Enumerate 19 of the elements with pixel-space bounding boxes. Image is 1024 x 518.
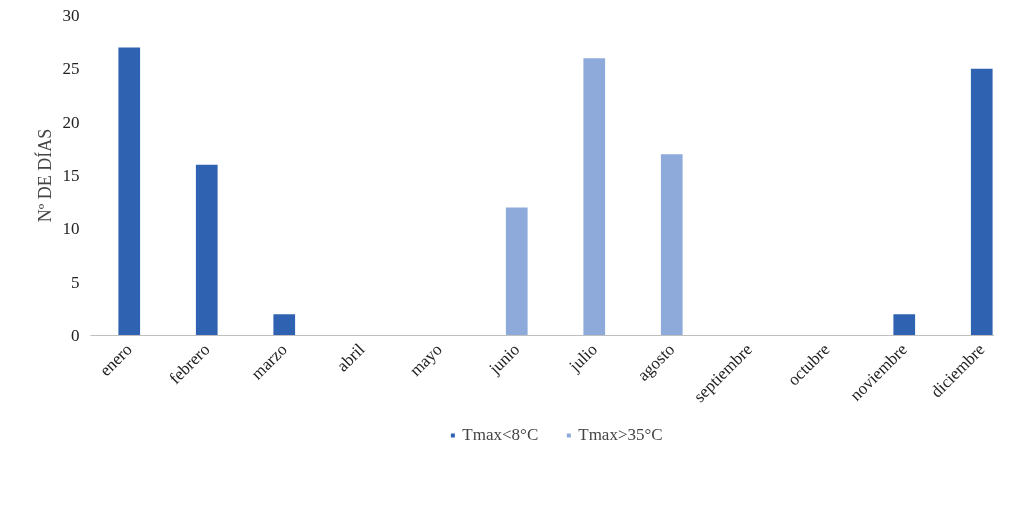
legend-label: Tmax<8°C (462, 425, 539, 445)
bar (893, 314, 916, 336)
bar (118, 47, 141, 336)
legend-label: Tmax>35°C (578, 425, 663, 445)
bar (195, 164, 218, 336)
y-axis-title: Nº DE DÍAS (33, 128, 55, 223)
bar (583, 58, 606, 336)
bar (273, 314, 296, 336)
bar (505, 207, 528, 336)
y-tick-label: 25 (62, 59, 80, 79)
y-tick-label: 10 (62, 219, 80, 239)
x-tick-label: julio (564, 339, 601, 376)
bar (660, 154, 683, 336)
y-tick-label: 5 (71, 272, 80, 292)
bar (970, 68, 993, 336)
y-tick-label: 30 (62, 6, 80, 25)
y-tick-label: 0 (71, 326, 80, 345)
y-tick-label: 15 (62, 166, 80, 185)
y-tick-label: 20 (62, 112, 80, 132)
